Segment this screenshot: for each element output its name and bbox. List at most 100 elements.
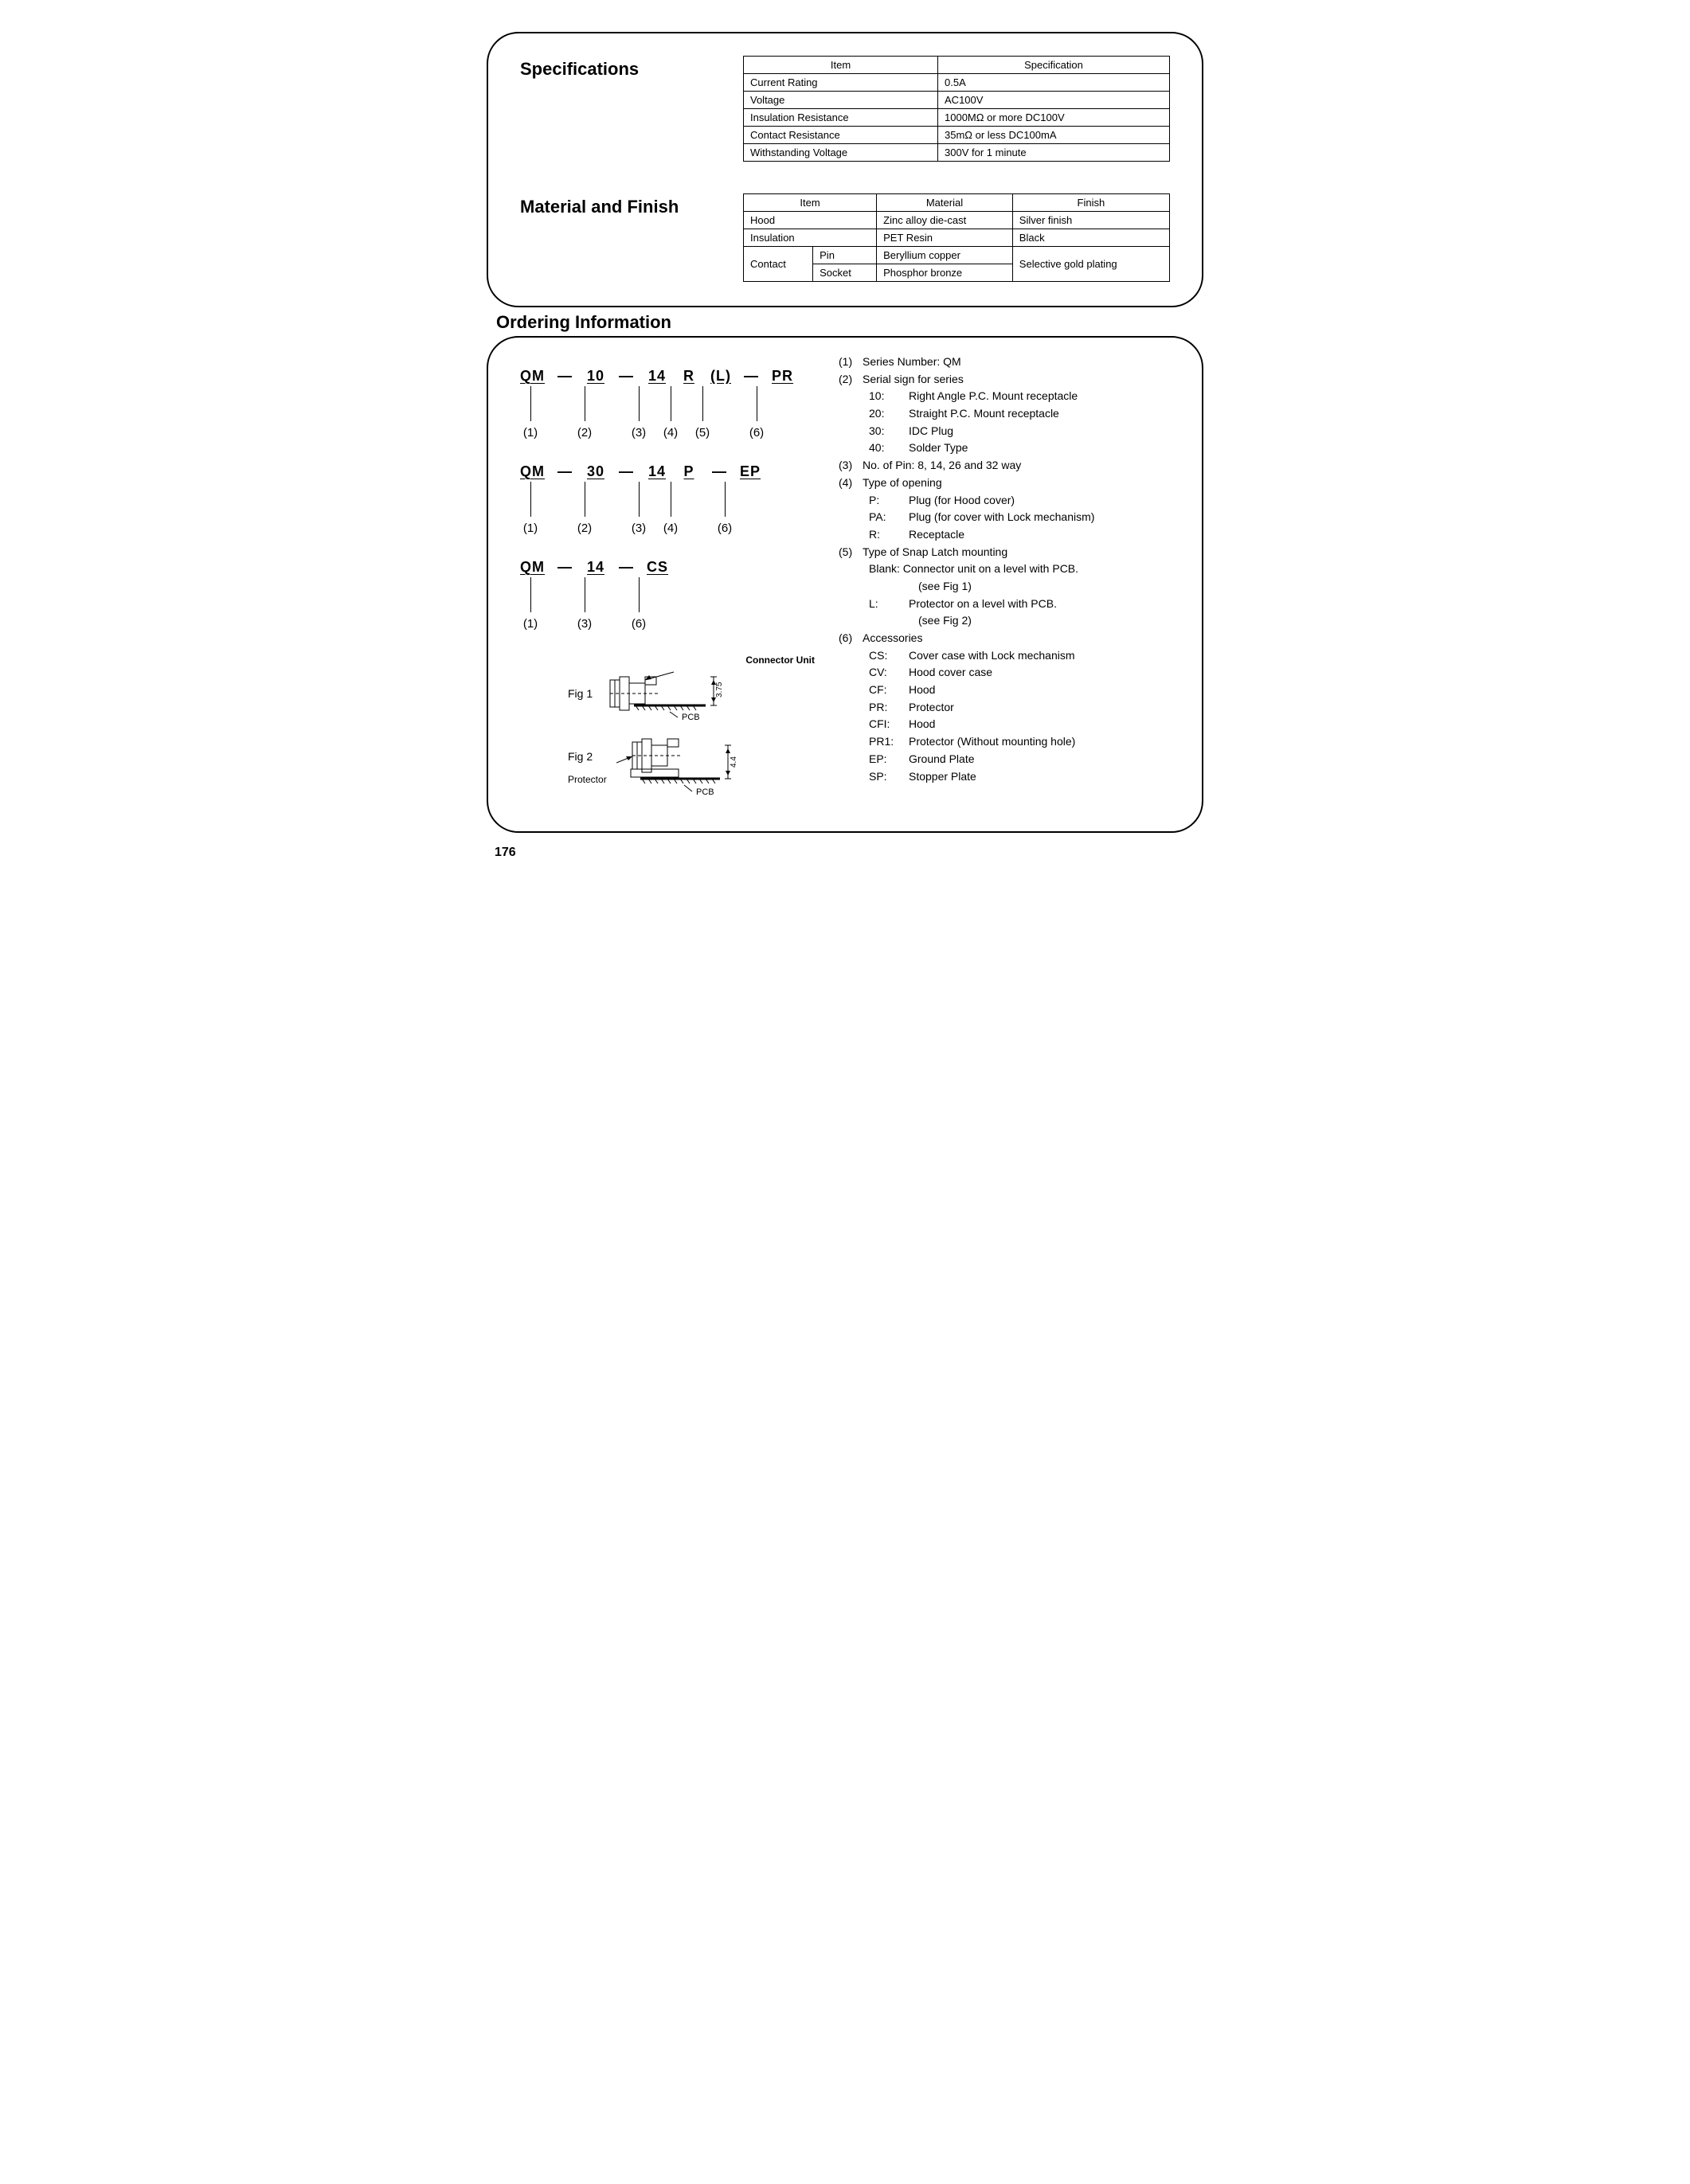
code: PR1: — [869, 733, 909, 751]
ref: (4) — [663, 522, 678, 535]
desc: Receptacle — [909, 526, 1170, 544]
desc: Solder Type — [909, 440, 1170, 457]
ref: (3) — [632, 426, 646, 440]
spec-header-spec: Specification — [938, 57, 1170, 74]
code: CV: — [869, 664, 909, 682]
seg: 14 — [647, 368, 667, 385]
figures: Connector Unit Fig 1 — [520, 654, 815, 799]
table-row: VoltageAC100V — [744, 92, 1170, 109]
cell: Current Rating — [744, 74, 938, 92]
pcb-label: PCB — [682, 713, 700, 721]
desc: Hood — [909, 682, 1170, 699]
seg: P — [679, 463, 699, 480]
material-heading: Material and Finish — [520, 193, 743, 217]
ref: (1) — [523, 522, 538, 535]
ref: (6) — [718, 522, 732, 535]
mat-header-item: Item — [744, 194, 877, 212]
code: L: — [869, 596, 909, 613]
ref: (3) — [577, 617, 592, 631]
ref: (2) — [577, 426, 592, 440]
desc: Straight P.C. Mount receptacle — [909, 405, 1170, 423]
code: R: — [869, 526, 909, 544]
ref: (1) — [523, 426, 538, 440]
cell: Phosphor bronze — [877, 264, 1013, 282]
legend-num: (2) — [839, 371, 863, 389]
part-key-refs: (1) (3) (6) — [520, 577, 815, 631]
code: P: — [869, 492, 909, 510]
part-key-3: QM— 14— CS (1) (3) (6) — [520, 559, 815, 631]
cell: Zinc alloy die-cast — [877, 212, 1013, 229]
seg: 10 — [585, 368, 606, 385]
cell: 1000MΩ or more DC100V — [938, 109, 1170, 127]
code: 40: — [869, 440, 909, 457]
code: PA: — [869, 509, 909, 526]
legend-text: Type of Snap Latch mounting — [863, 544, 1170, 561]
seg: 14 — [585, 559, 606, 576]
seg: 30 — [585, 463, 606, 480]
cell: Voltage — [744, 92, 938, 109]
desc: Hood — [909, 716, 1170, 733]
specs-table: Item Specification Current Rating0.5A Vo… — [743, 56, 1170, 162]
fig2-diagram: PCB 4.4 — [616, 736, 768, 799]
seg: QM — [520, 559, 545, 576]
material-content: Item Material Finish Hood Zinc alloy die… — [743, 193, 1170, 282]
ref: (2) — [577, 522, 592, 535]
desc: Protector — [909, 699, 1170, 717]
seg: QM — [520, 368, 545, 385]
see-fig: (see Fig 1) — [918, 578, 1170, 596]
desc: Right Angle P.C. Mount receptacle — [909, 388, 1170, 405]
seg: EP — [740, 463, 761, 480]
spec-header-item: Item — [744, 57, 938, 74]
seg: (L) — [710, 368, 731, 385]
cell: Contact Resistance — [744, 127, 938, 144]
dim-label: 3.75 — [715, 682, 724, 697]
cell: Withstanding Voltage — [744, 144, 938, 162]
ordering-heading: Ordering Information — [496, 312, 1203, 333]
legend-num: (4) — [839, 475, 863, 492]
code: 10: — [869, 388, 909, 405]
desc: Hood cover case — [909, 664, 1170, 682]
legend-text: Type of opening — [863, 475, 1170, 492]
legend-text: Series Number: QM — [863, 354, 1170, 371]
code: EP: — [869, 751, 909, 768]
mat-header-material: Material — [877, 194, 1013, 212]
code: CFI: — [869, 716, 909, 733]
ref: (3) — [632, 522, 646, 535]
legend-text: Accessories — [863, 630, 1170, 647]
desc: IDC Plug — [909, 423, 1170, 440]
dim-label: 4.4 — [730, 756, 738, 768]
see-fig: (see Fig 2) — [918, 612, 1170, 630]
legend-num: (3) — [839, 457, 863, 475]
ref: (5) — [695, 426, 710, 440]
table-row: Hood Zinc alloy die-cast Silver finish — [744, 212, 1170, 229]
connector-unit-label: Connector Unit — [520, 654, 815, 666]
seg: CS — [647, 559, 668, 576]
legend-text: No. of Pin: 8, 14, 26 and 32 way — [863, 457, 1170, 475]
cell: AC100V — [938, 92, 1170, 109]
table-row: Contact Pin Beryllium copper Selective g… — [744, 247, 1170, 264]
code: PR: — [869, 699, 909, 717]
seg: 14 — [647, 463, 667, 480]
fig2-label: Fig 2 — [568, 750, 607, 763]
pcb-label: PCB — [696, 787, 714, 797]
cell: Pin — [813, 247, 877, 264]
legend-num: (6) — [839, 630, 863, 647]
cell: PET Resin — [877, 229, 1013, 247]
top-box: Specifications Item Specification Curren… — [487, 32, 1203, 307]
cell: Insulation Resistance — [744, 109, 938, 127]
table-row: Withstanding Voltage300V for 1 minute — [744, 144, 1170, 162]
part-key-1: QM— 10— 14 R (L)— PR (1) (2) (3) (4) (5)… — [520, 368, 815, 440]
code: CS: — [869, 647, 909, 665]
seg: PR — [772, 368, 793, 385]
desc: Plug (for Hood cover) — [909, 492, 1170, 510]
page: Specifications Item Specification Curren… — [487, 32, 1203, 860]
part-key-segments: QM— 14— CS — [520, 559, 815, 576]
table-row: Current Rating0.5A — [744, 74, 1170, 92]
ref: (6) — [749, 426, 764, 440]
legend-text: Serial sign for series — [863, 371, 1170, 389]
desc: Cover case with Lock mechanism — [909, 647, 1170, 665]
cell: Beryllium copper — [877, 247, 1013, 264]
code: 20: — [869, 405, 909, 423]
desc: Protector on a level with PCB. — [909, 596, 1170, 613]
desc: Plug (for cover with Lock mechanism) — [909, 509, 1170, 526]
